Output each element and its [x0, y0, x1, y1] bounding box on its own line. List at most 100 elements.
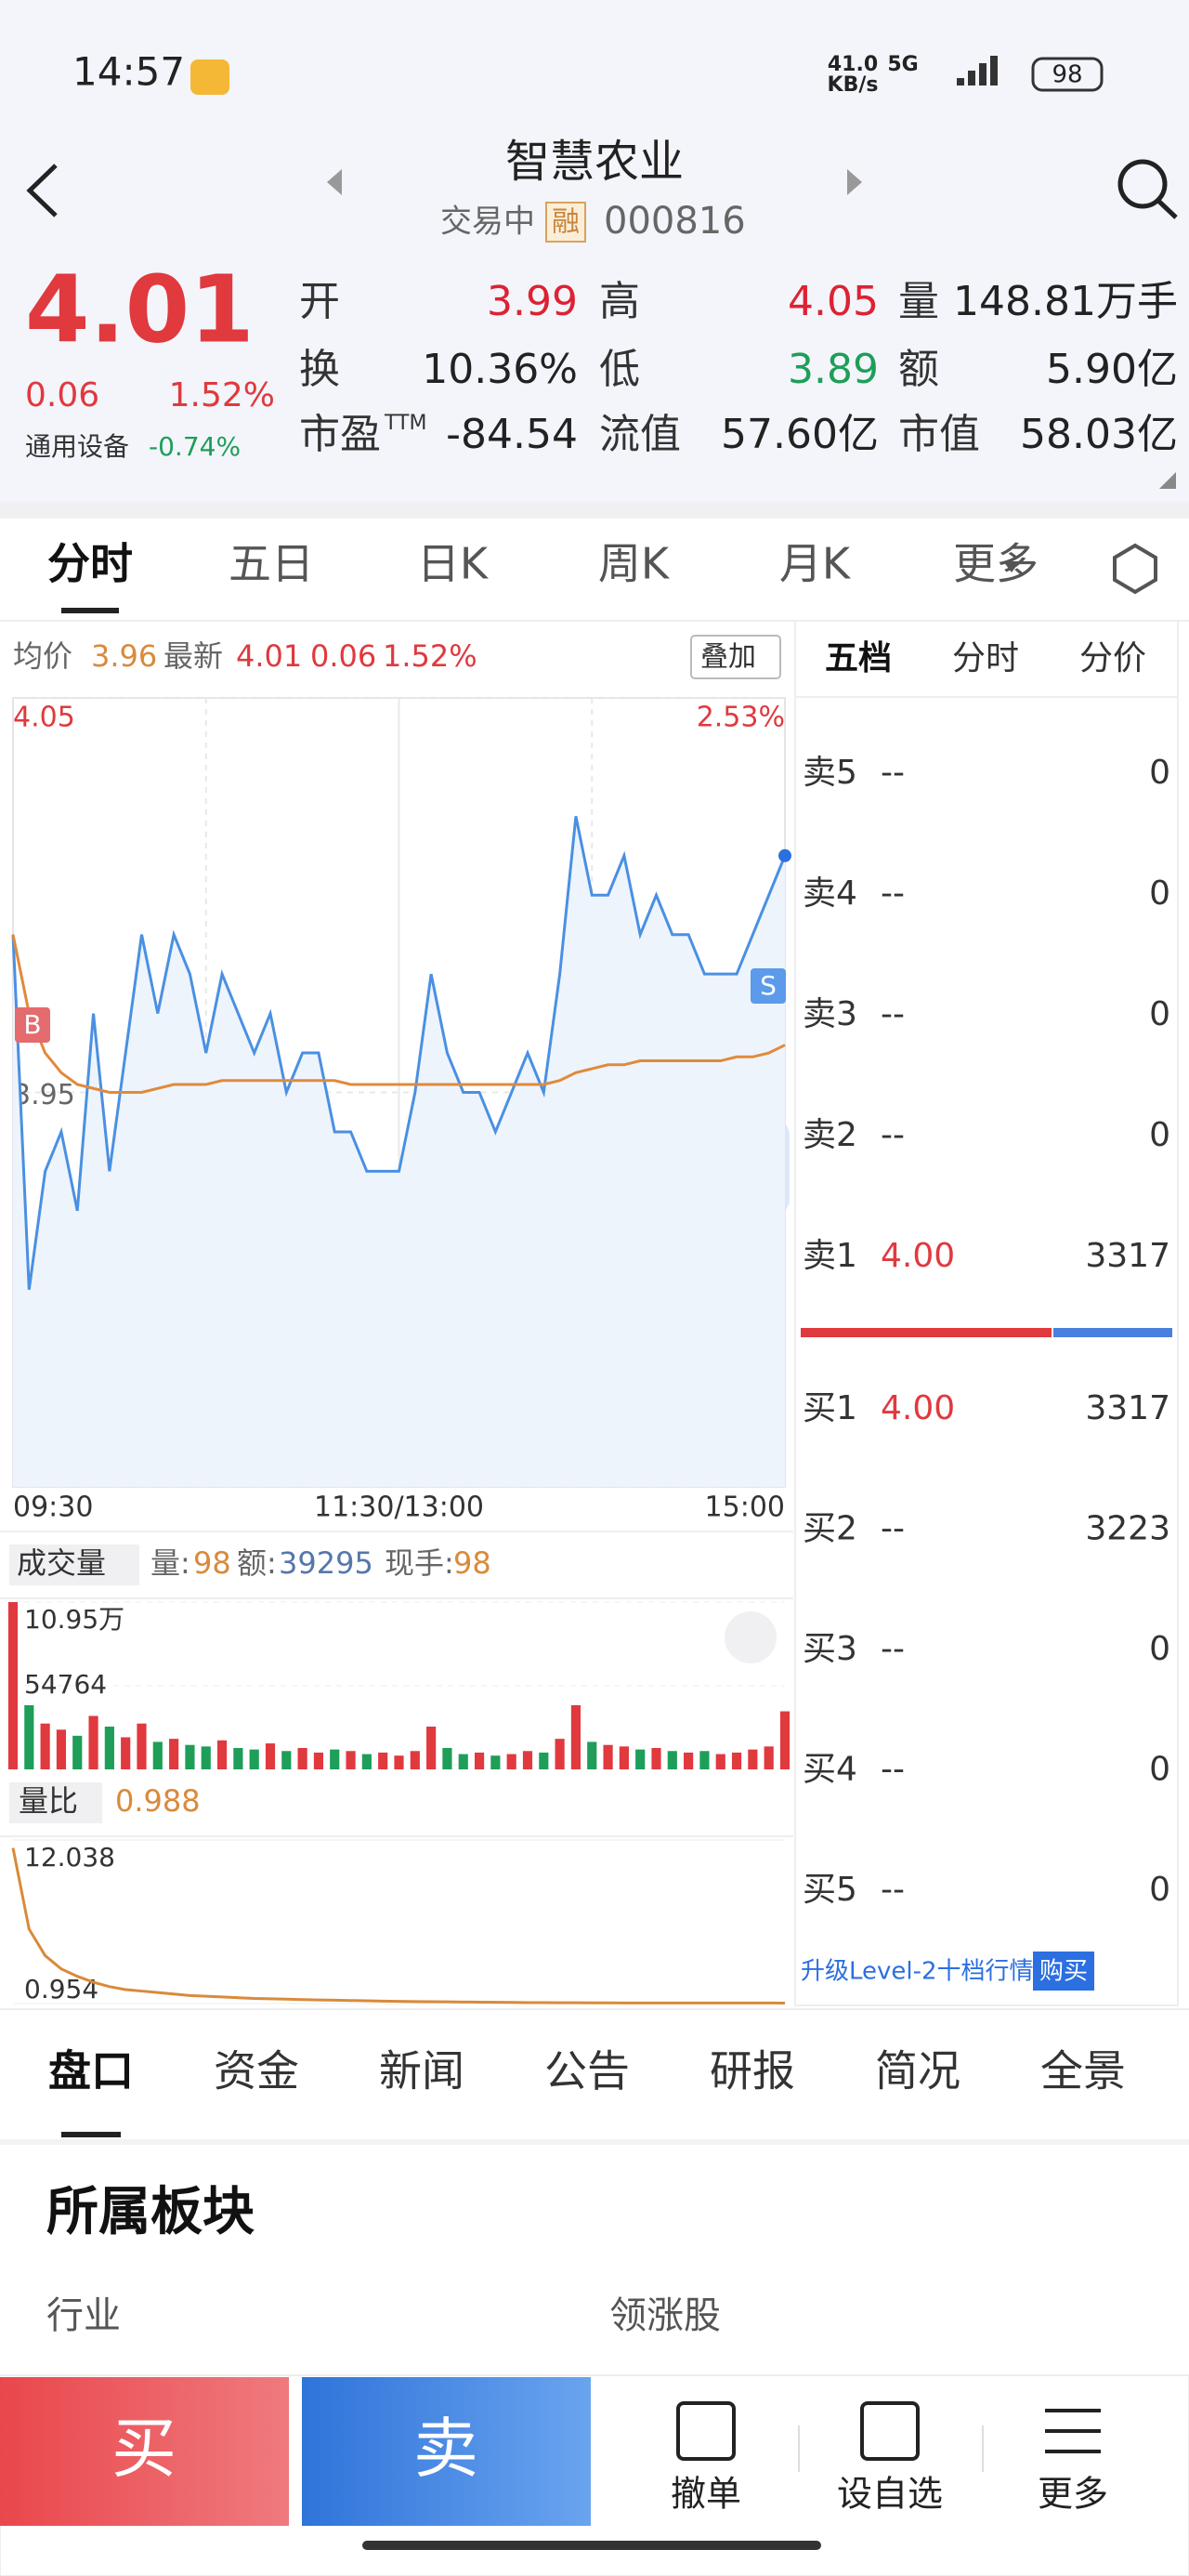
- tab[interactable]: 分时: [47, 539, 133, 589]
- series-line: [11, 816, 787, 1290]
- bottom-tab[interactable]: 简况: [875, 2046, 960, 2096]
- info-change: 0.06: [310, 638, 376, 674]
- book-price: --: [881, 1630, 905, 1668]
- volume-bar: [506, 1754, 516, 1769]
- tab[interactable]: 日K: [417, 539, 490, 589]
- search-button[interactable]: [1117, 159, 1168, 209]
- bottom-tab[interactable]: 公告: [544, 2046, 630, 2096]
- expand-corner[interactable]: [1159, 472, 1176, 489]
- volume-bar: [378, 1752, 388, 1769]
- tab[interactable]: 五日: [229, 539, 314, 589]
- last-point: [778, 848, 791, 862]
- fullscreen-button[interactable]: [725, 1611, 777, 1663]
- volume-bar: [764, 1746, 774, 1769]
- bottom-tab[interactable]: 新闻: [379, 2046, 464, 2096]
- volume-bar: [442, 1747, 452, 1769]
- book-price: --: [881, 874, 905, 913]
- book-price: --: [881, 754, 905, 792]
- volume-bar: [635, 1749, 646, 1769]
- field-value: 148.81万手: [953, 278, 1178, 325]
- book-level: 卖2: [803, 1116, 857, 1154]
- overlay: 叠加: [700, 641, 756, 674]
- buy-button[interactable]: [0, 2377, 289, 2526]
- volume-bar: [394, 1755, 404, 1769]
- cancel-icon[interactable]: [676, 2401, 736, 2461]
- volume-bar: [539, 1752, 549, 1769]
- purchase-bg[interactable]: [1033, 1952, 1094, 1991]
- volume-bar: [281, 1751, 292, 1769]
- prev-stock[interactable]: [327, 169, 342, 195]
- field-label: 流值: [599, 411, 681, 458]
- ratio-bar-blue: [1053, 1328, 1172, 1337]
- buy-label: 买: [111, 2411, 176, 2487]
- bottom-tab[interactable]: 全景: [1040, 2046, 1126, 2096]
- book-tab[interactable]: 分时: [952, 639, 1019, 677]
- field-label: 量: [898, 278, 939, 325]
- volume-bar: [361, 1754, 372, 1769]
- volume-bar: [458, 1754, 468, 1769]
- volume-bar: [699, 1751, 710, 1769]
- bottom-tab[interactable]: 资金: [214, 2046, 299, 2096]
- volume-bar: [410, 1751, 420, 1769]
- y-tick-label: 0.954: [24, 1974, 98, 2004]
- next-stock[interactable]: [847, 169, 862, 195]
- book-price: --: [881, 995, 905, 1033]
- home-indicator: [362, 2541, 821, 2550]
- field-label: 低: [599, 346, 640, 393]
- watch-icon[interactable]: [860, 2401, 920, 2461]
- volume-bar: [426, 1726, 437, 1769]
- volume-bar: [619, 1746, 629, 1769]
- section-title: 所属板块: [46, 2182, 255, 2242]
- volume-bar: [779, 1711, 790, 1769]
- book-tab[interactable]: 五档: [825, 639, 892, 677]
- more-label: 更多: [1038, 2474, 1108, 2515]
- bottom-tab[interactable]: 盘口: [48, 2046, 134, 2096]
- signal-icon: [957, 56, 998, 85]
- search-handle: [1156, 199, 1178, 219]
- volume-bar: [346, 1751, 356, 1769]
- tab[interactable]: 周K: [598, 539, 671, 589]
- field-value: 3.89: [788, 346, 879, 393]
- volume-bar: [667, 1751, 677, 1769]
- volume-bar: [297, 1747, 307, 1769]
- sector-pct: -0.74%: [149, 431, 241, 462]
- change: 0.06: [25, 376, 99, 414]
- leader-label: 领涨股: [609, 2294, 721, 2337]
- volume-bar: [7, 1602, 19, 1769]
- volume-bar: [88, 1715, 98, 1769]
- divider: [0, 502, 1189, 519]
- volume-bar: [731, 1752, 742, 1769]
- field-value: 5.90亿: [1046, 346, 1178, 393]
- sell-button[interactable]: [302, 2377, 591, 2526]
- info-pct: 1.52%: [383, 638, 477, 674]
- tab[interactable]: 更多: [953, 539, 1039, 589]
- field-value: 58.03亿: [1020, 411, 1178, 458]
- bottom-tab[interactable]: 研报: [710, 2046, 795, 2096]
- ratio-label-bg: [9, 1782, 102, 1823]
- amt: 39295: [279, 1545, 373, 1581]
- field-label: 市盈: [299, 411, 381, 458]
- book-level: 买4: [803, 1751, 857, 1789]
- field-sup: TTM: [384, 412, 426, 435]
- book-tab[interactable]: 分价: [1079, 639, 1146, 677]
- overlay-button[interactable]: [690, 635, 781, 679]
- field-value: 3.99: [487, 278, 578, 325]
- hand: 98: [453, 1545, 491, 1581]
- settings-button[interactable]: [1113, 543, 1157, 595]
- section-divider: [0, 2139, 1189, 2145]
- ratio-value: 0.988: [115, 1783, 201, 1819]
- volume-bar: [587, 1741, 597, 1769]
- back-button[interactable]: [26, 164, 58, 217]
- book-price: --: [881, 1116, 905, 1154]
- more-icon[interactable]: [1045, 2409, 1101, 2453]
- volume-bar: [330, 1749, 340, 1769]
- last: 4.01: [236, 638, 302, 674]
- sell-mark: S: [760, 970, 777, 1001]
- vol-title: 成交量: [17, 1545, 106, 1581]
- field-value: -84.54: [446, 411, 578, 458]
- book-volume: 3223: [1085, 1510, 1170, 1548]
- tab[interactable]: 月K: [779, 539, 852, 589]
- volume-bar: [185, 1744, 195, 1769]
